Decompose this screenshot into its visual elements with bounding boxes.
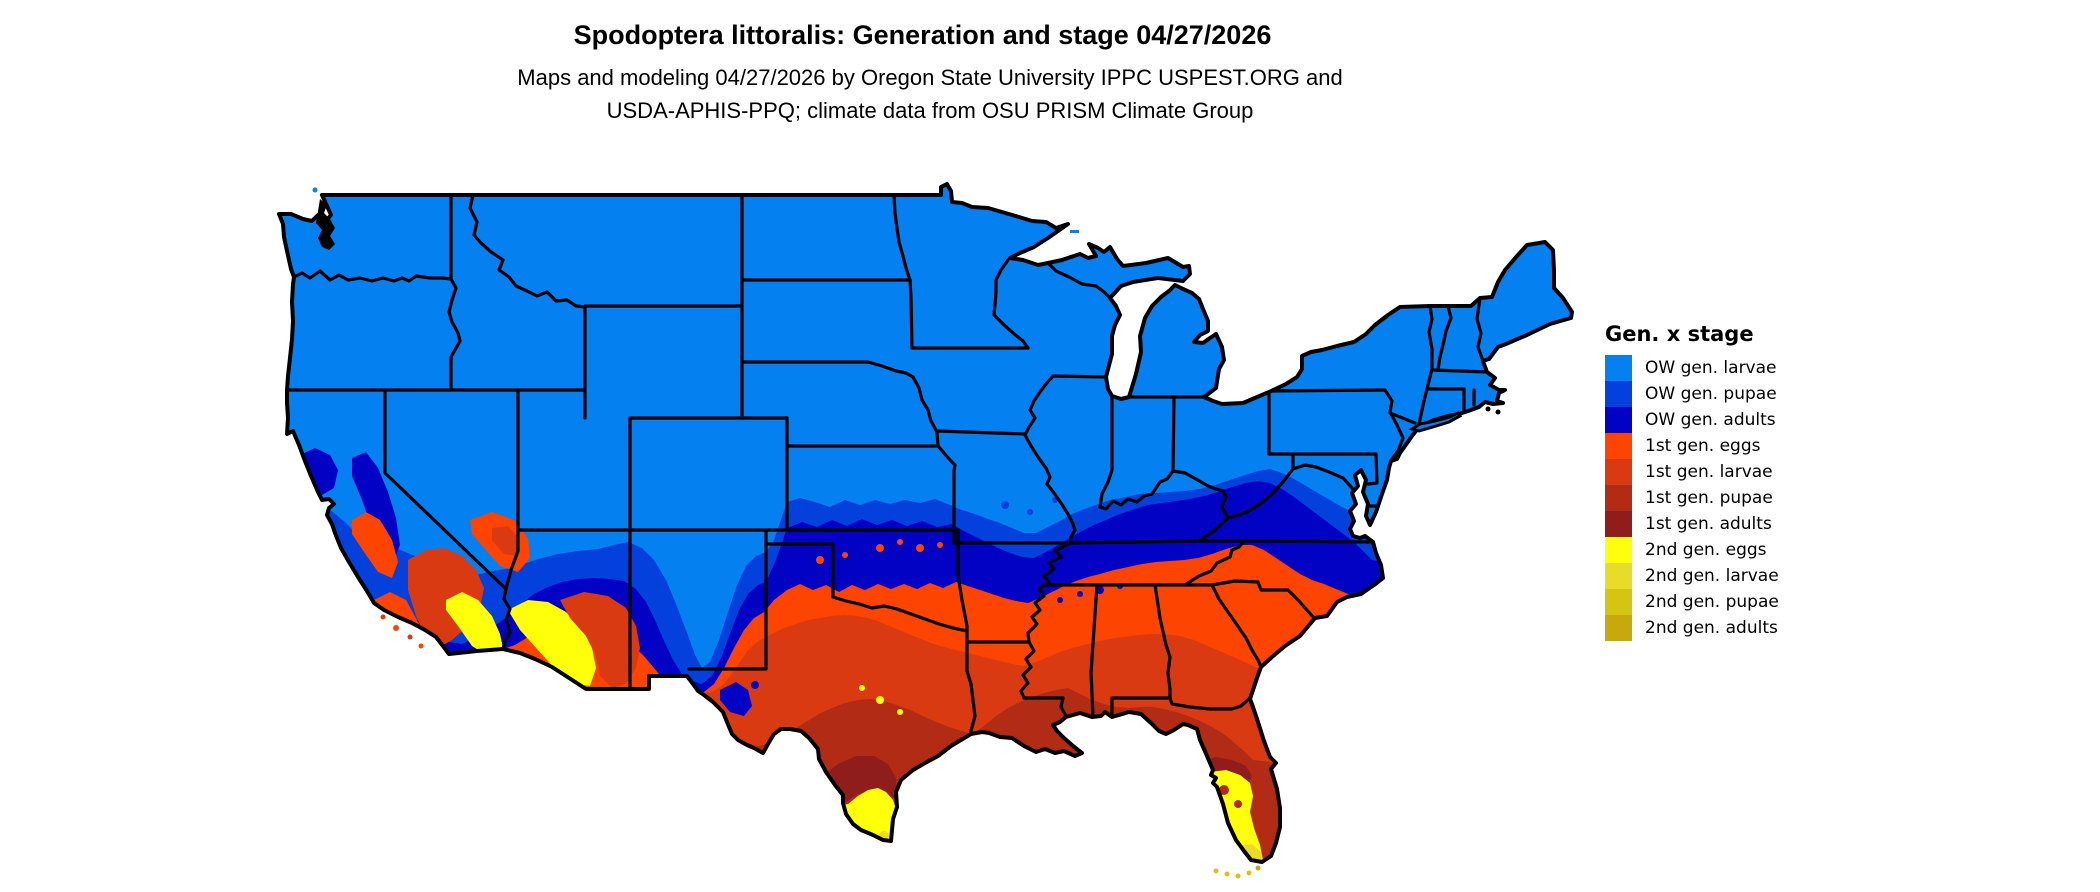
legend-swatch (1605, 589, 1632, 615)
blob-se-ca-yellow (446, 592, 503, 656)
legend-swatch (1605, 459, 1632, 485)
band-2nd-eggs-fl (1196, 770, 1263, 862)
legend-label: 1st gen. larvae (1645, 462, 1773, 482)
page-subtitle: Maps and modeling 04/27/2026 by Oregon S… (0, 61, 1860, 127)
legend-row: OW gen. pupae (1605, 381, 1885, 407)
page-subtitle-line2: USDA-APHIS-PPQ; climate data from OSU PR… (606, 98, 1254, 123)
marthas-vineyard (1485, 406, 1491, 412)
page-subtitle-line1: Maps and modeling 04/27/2026 by Oregon S… (517, 65, 1343, 90)
legend: Gen. x stage OW gen. larvae OW gen. pupae… (1605, 322, 1885, 641)
legend-label: 2nd gen. pupae (1645, 592, 1779, 612)
legend-row: 1st gen. eggs (1605, 433, 1885, 459)
legend-label: OW gen. adults (1645, 410, 1776, 430)
legend-swatch (1605, 433, 1632, 459)
florida-key-5 (1255, 865, 1261, 871)
florida-key-1 (1213, 868, 1219, 874)
legend-swatch (1605, 355, 1632, 381)
page-title: Spodoptera littoralis: Generation and st… (573, 20, 1272, 50)
channel-island-1 (380, 614, 386, 620)
legend-row: 2nd gen. pupae (1605, 589, 1885, 615)
legend-row: 1st gen. larvae (1605, 459, 1885, 485)
blob-sierra-darkblue (352, 452, 400, 560)
long-island (1408, 411, 1463, 433)
isle-royale (1070, 230, 1079, 233)
superior-speck (1040, 231, 1044, 235)
legend-label: 1st gen. adults (1645, 514, 1772, 534)
legend-title: Gen. x stage (1605, 322, 1754, 346)
islands (312, 187, 1501, 879)
legend-label: 2nd gen. adults (1645, 618, 1778, 638)
legend-row: 1st gen. pupae (1605, 485, 1885, 511)
channel-island-3 (407, 634, 413, 640)
san-juan-island (312, 187, 318, 193)
band-2nd-eggs-tx (843, 788, 897, 841)
legend-row: 1st gen. adults (1605, 511, 1885, 537)
legend-label: OW gen. larvae (1645, 358, 1777, 378)
blob-s-nv-red (492, 526, 520, 556)
legend-row: 2nd gen. eggs (1605, 537, 1885, 563)
legend-swatch (1605, 615, 1632, 641)
legend-swatch (1605, 511, 1632, 537)
puget-sound (316, 199, 335, 250)
channel-island-2 (393, 625, 399, 631)
nantucket (1495, 409, 1501, 415)
legend-swatch (1605, 485, 1632, 511)
state-borders (285, 193, 1489, 733)
legend-row: OW gen. larvae (1605, 355, 1885, 381)
legend-swatch (1605, 407, 1632, 433)
legend-label: 1st gen. pupae (1645, 488, 1773, 508)
channel-island-4 (418, 643, 424, 649)
legend-swatch (1605, 381, 1632, 407)
blob-central-ca-orange (352, 512, 398, 578)
legend-label: 1st gen. eggs (1645, 436, 1761, 456)
legend-row: 2nd gen. larvae (1605, 563, 1885, 589)
legend-row: OW gen. adults (1605, 407, 1885, 433)
legend-row: 2nd gen. adults (1605, 615, 1885, 641)
map-raster-layers (279, 184, 1572, 862)
legend-swatch (1605, 537, 1632, 563)
florida-key-2 (1224, 871, 1230, 877)
blob-wtx-darkblue (720, 682, 752, 716)
florida-key-3 (1235, 873, 1241, 879)
legend-items: OW gen. larvae OW gen. pupae OW gen. adult… (1605, 355, 1885, 641)
blob-az-red (560, 592, 640, 688)
legend-swatch (1605, 563, 1632, 589)
legend-label: 2nd gen. larvae (1645, 566, 1779, 586)
legend-label: OW gen. pupae (1645, 384, 1777, 404)
legend-label: 2nd gen. eggs (1645, 540, 1767, 560)
florida-key-4 (1246, 870, 1252, 876)
